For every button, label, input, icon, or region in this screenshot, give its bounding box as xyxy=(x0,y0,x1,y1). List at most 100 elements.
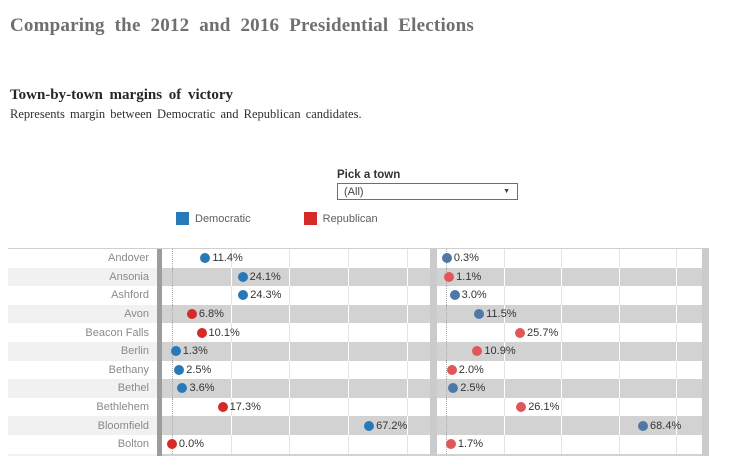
grid-line xyxy=(406,397,408,417)
grid-line xyxy=(230,323,232,342)
panel-divider xyxy=(702,416,709,435)
grid-line xyxy=(230,341,232,361)
margin-dot[interactable] xyxy=(445,439,456,450)
grid-line xyxy=(289,341,291,361)
header-column-divider xyxy=(157,379,162,398)
grid-line xyxy=(347,434,349,454)
margin-dot[interactable] xyxy=(177,383,188,394)
margin-value: 6.8% xyxy=(198,308,224,321)
margin-panel-2012: 2.5% xyxy=(162,360,430,380)
grid-line xyxy=(618,360,620,380)
margin-dot[interactable] xyxy=(638,420,649,431)
republican-swatch-icon xyxy=(303,212,317,225)
table-row: Bolton 0.0% 1.7% xyxy=(8,434,709,454)
grid-line xyxy=(561,304,563,324)
table-row: Bethany 2.5% 2.0% xyxy=(8,360,709,380)
chart-table: Andover 11.4% 0.3% Ansonia 24.1% 1.1% Ashford 2… xyxy=(8,248,709,456)
zero-axis-line xyxy=(171,286,173,305)
margin-panel-2016: 26.1% xyxy=(437,397,702,417)
grid-line xyxy=(503,379,505,398)
table-row: Beacon Falls 10.1% 25.7% xyxy=(8,323,709,342)
grid-line xyxy=(406,416,408,435)
margin-panel-2016: 1.7% xyxy=(437,434,702,454)
zero-axis-line xyxy=(171,379,173,398)
margin-panel-2012: 24.1% xyxy=(162,267,430,287)
margin-dot[interactable] xyxy=(444,271,455,282)
margin-dot[interactable] xyxy=(446,364,457,375)
grid-line xyxy=(230,434,232,454)
grid-line xyxy=(406,249,408,268)
table-row: Bethel 3.6% 2.5% xyxy=(8,379,709,398)
panel-divider xyxy=(702,434,709,454)
zero-axis-line xyxy=(171,360,173,380)
town-label-cell: Bethlehem xyxy=(8,397,157,417)
margin-dot[interactable] xyxy=(364,420,375,431)
margin-value: 1.3% xyxy=(182,345,208,358)
panel-divider xyxy=(702,341,709,361)
margin-dot[interactable] xyxy=(237,271,248,282)
grid-line xyxy=(618,416,620,435)
grid-line xyxy=(561,249,563,268)
header-column-divider xyxy=(157,341,162,361)
town-filter-dropdown[interactable]: (All) ▼ xyxy=(337,183,518,200)
margin-value: 0.3% xyxy=(453,252,479,265)
margin-panel-2016: 11.5% xyxy=(437,304,702,324)
legend-item-republican[interactable]: Republican xyxy=(303,212,378,225)
town-label-cell: Bethany xyxy=(8,360,157,380)
header-column-divider xyxy=(157,397,162,417)
zero-axis-line xyxy=(446,397,447,417)
panel-divider xyxy=(430,341,437,361)
table-row: Avon 6.8% 11.5% xyxy=(8,304,709,324)
zero-axis-line xyxy=(446,341,447,361)
zero-axis-line xyxy=(171,323,173,342)
margin-dot[interactable] xyxy=(449,290,460,301)
panel-divider xyxy=(702,397,709,417)
header-column-divider xyxy=(157,249,162,268)
margin-dot[interactable] xyxy=(474,309,485,320)
legend-item-democratic[interactable]: Democratic xyxy=(176,212,251,225)
town-label-cell: Bloomfield xyxy=(8,416,157,435)
page-title: Comparing the 2012 and 2016 Presidential… xyxy=(10,15,474,36)
margin-panel-2012: 24.3% xyxy=(162,286,430,305)
margin-dot[interactable] xyxy=(196,327,207,338)
header-column-divider xyxy=(157,286,162,305)
grid-line xyxy=(289,286,291,305)
margin-dot[interactable] xyxy=(516,402,527,413)
grid-line xyxy=(406,267,408,287)
grid-line xyxy=(676,397,678,417)
zero-axis-line xyxy=(446,379,447,398)
margin-dot[interactable] xyxy=(238,290,249,301)
margin-dot[interactable] xyxy=(472,346,483,357)
grid-line xyxy=(676,249,678,268)
table-row: Ansonia 24.1% 1.1% xyxy=(8,267,709,287)
grid-line xyxy=(230,249,232,268)
margin-panel-2012: 67.2% xyxy=(162,416,430,435)
margin-dot[interactable] xyxy=(515,327,526,338)
margin-dot[interactable] xyxy=(170,346,181,357)
margin-value: 2.5% xyxy=(460,382,486,395)
margin-value: 67.2% xyxy=(376,419,408,432)
grid-line xyxy=(347,267,349,287)
grid-line xyxy=(561,360,563,380)
grid-line xyxy=(503,360,505,380)
margin-dot[interactable] xyxy=(448,383,459,394)
town-label: Bolton xyxy=(117,438,149,451)
margin-dot[interactable] xyxy=(166,439,177,450)
town-label-cell: Ansonia xyxy=(8,267,157,287)
margin-dot[interactable] xyxy=(200,253,211,264)
margin-dot[interactable] xyxy=(174,364,185,375)
header-column-divider xyxy=(157,267,162,287)
margin-value: 11.5% xyxy=(486,308,517,321)
header-column-divider xyxy=(157,323,162,342)
margin-dot[interactable] xyxy=(441,253,452,264)
town-label-cell: Ashford xyxy=(8,286,157,305)
grid-line xyxy=(347,341,349,361)
democratic-swatch-icon xyxy=(176,212,189,225)
margin-dot[interactable] xyxy=(217,402,228,413)
margin-value: 10.9% xyxy=(484,345,516,358)
grid-line xyxy=(618,323,620,342)
grid-line xyxy=(618,434,620,454)
margin-dot[interactable] xyxy=(186,309,197,320)
margin-value: 2.5% xyxy=(186,363,212,376)
grid-line xyxy=(618,286,620,305)
